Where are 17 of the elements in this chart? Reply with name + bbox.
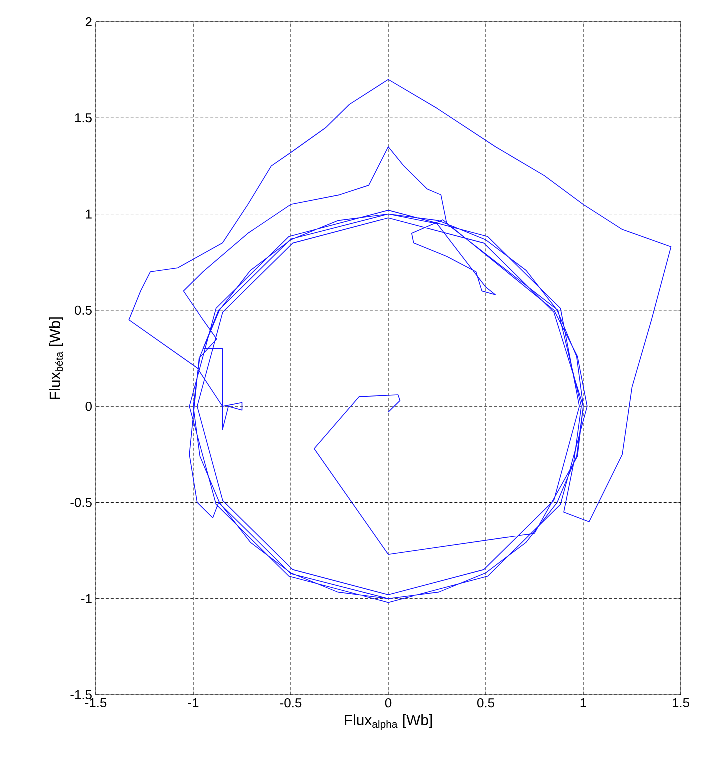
x-tick-label: 1.5 (672, 698, 690, 708)
x-tick-label: -1 (188, 698, 199, 708)
y-tick-label: 1.5 (75, 114, 92, 123)
x-tick-label: 0.5 (478, 698, 494, 708)
x-tick-label: 0 (385, 698, 392, 708)
y-tick-label: -1.5 (70, 690, 92, 700)
x-tick-label: 1 (580, 698, 586, 708)
y-tick-label: 2 (86, 17, 92, 27)
y-tick-label: 1 (86, 210, 92, 219)
y-axis-title: Flux$_{béta}$ [Wb] (49, 318, 64, 400)
y-tick-label: -1 (82, 594, 92, 604)
x-tick-label: -0.5 (280, 698, 302, 708)
y-tick-label: 0 (86, 402, 92, 412)
y-tick-label: -0.5 (70, 498, 92, 508)
line-series (128, 79, 672, 604)
y-tick-label: 0.5 (74, 306, 92, 316)
x-axis-title: Flux$_{alpha}$ [Wb] (345, 714, 432, 730)
